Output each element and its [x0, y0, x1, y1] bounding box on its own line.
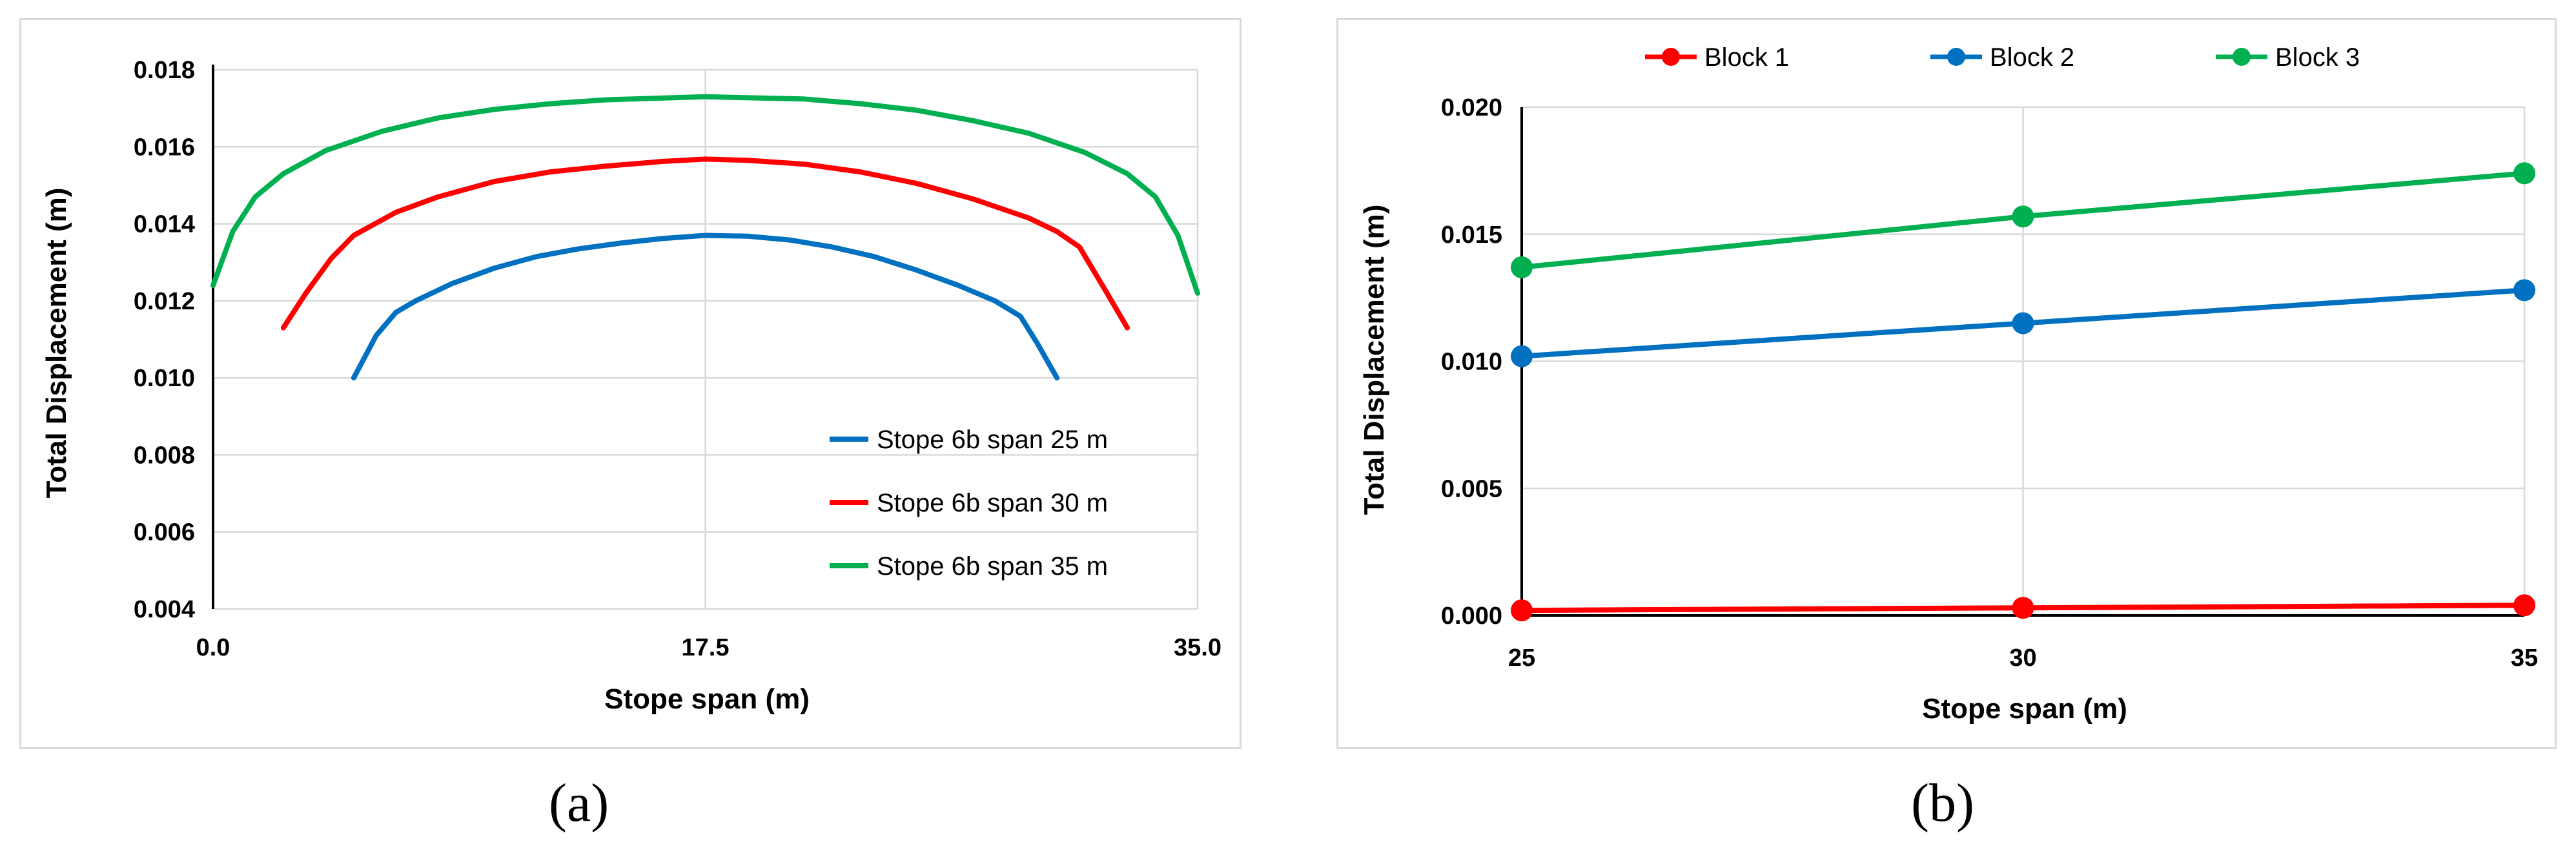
chart-a-ytick-label: 0.006	[134, 519, 195, 546]
chart-b-frame	[1336, 18, 2557, 749]
chart-a-xtick-label: 17.5	[682, 634, 730, 661]
chart-a-xtick-label: 35.0	[1174, 634, 1222, 661]
chart-a-ylabel: Total Displacement (m)	[41, 188, 72, 499]
chart-a-legend-label: Stope 6b span 35 m	[877, 552, 1108, 581]
chart-a-xlabel: Stope span (m)	[604, 683, 810, 715]
chart-a-series-line	[210, 94, 1200, 296]
chart-a-frame	[19, 18, 1242, 749]
chart-a-ytick-label: 0.018	[134, 57, 195, 84]
chart-a-series-line	[351, 232, 1060, 381]
chart-a-ytick-label: 0.010	[134, 365, 195, 392]
chart-a-ytick-label: 0.004	[134, 596, 195, 623]
chart-a-ytick-label: 0.012	[134, 288, 195, 315]
chart-a-ytick-label: 0.014	[134, 211, 195, 238]
chart-a-legend-label: Stope 6b span 25 m	[877, 426, 1108, 454]
chart-a-legend-label: Stope 6b span 30 m	[877, 489, 1108, 517]
panel-label-a: (a)	[549, 773, 609, 833]
chart-a-ytick-label: 0.016	[134, 134, 195, 161]
panel-label-b: (b)	[1911, 773, 1974, 833]
chart-a-xtick-label: 0.0	[196, 634, 230, 661]
chart-a-series-line	[280, 156, 1130, 331]
chart-a-ytick-label: 0.008	[134, 442, 195, 469]
